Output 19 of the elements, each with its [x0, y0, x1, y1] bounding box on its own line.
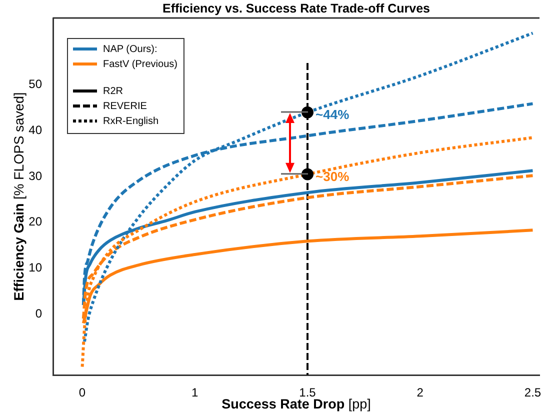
y-axis-title: Efficiency Gain [% FLOPS saved]: [12, 92, 27, 301]
legend-label: NAP (Ours):: [103, 44, 158, 55]
x-tick-label: 0: [78, 386, 86, 400]
y-tick-label: 10: [28, 260, 42, 275]
x-tick-label: 1: [192, 386, 199, 400]
x-tick-label: 2: [416, 386, 424, 400]
y-tick-label: 40: [28, 123, 42, 138]
x-tick-label: 2.5: [524, 386, 542, 400]
annotation: ~30%: [316, 168, 350, 184]
y-tick-label: 50: [28, 77, 42, 92]
y-tick-label: 0: [35, 306, 42, 320]
legend-label: FastV (Previous): [103, 58, 178, 70]
annotation: REVERIE: [103, 100, 148, 112]
y-tick-label: 20: [28, 214, 42, 229]
y-tick-label: 30: [28, 168, 42, 183]
annotation: R2R: [103, 86, 124, 97]
annotation: ~44%: [316, 106, 350, 122]
chart-title: Efficiency vs. Success Rate Trade-off Curves: [162, 1, 430, 16]
annotation: RxR-English: [103, 116, 159, 127]
